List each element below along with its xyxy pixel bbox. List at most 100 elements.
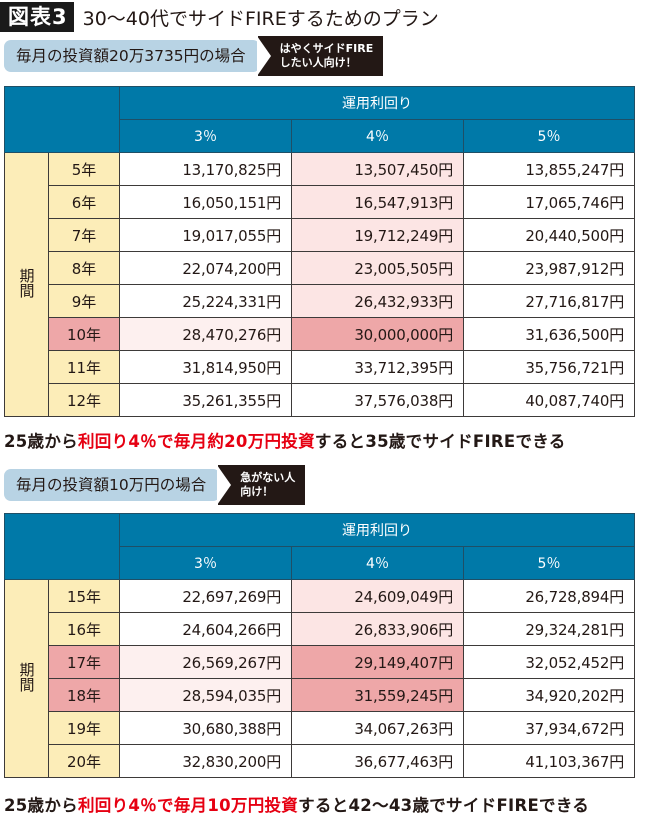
caption-text: すると35歳でサイドFIREできる [314,432,566,451]
year-cell: 19年 [48,711,120,745]
value-cell: 34,920,202円 [462,678,636,712]
value-cell: 26,833,906円 [291,612,464,646]
year-cell-highlighted: 10年 [48,317,120,351]
column-header-4pct: 4％ [291,119,464,153]
value-cell: 26,728,894円 [462,579,636,613]
section-1-caption: 25歳から利回り4％で毎月約20万円投資すると35歳でサイドFIREできる [4,428,566,452]
value-cell: 22,697,269円 [119,579,292,613]
header-corner [4,86,120,153]
plan-table-1: 運用利回り 3％ 4％ 5％ 期間 5年 13,170,825円 13,507,… [4,86,636,417]
section-2-caption: 25歳から利回り4％で毎月10万円投資すると42〜43歳でサイドFIREできる [4,792,589,816]
value-cell-highlighted: 31,559,245円 [291,678,464,712]
value-cell: 33,712,395円 [291,350,464,384]
table-row-highlighted: 17年 26,569,267円 29,149,407円 32,052,452円 [5,645,636,679]
value-cell: 24,604,266円 [119,612,292,646]
value-cell: 32,052,452円 [462,645,636,679]
tag-line: 急がない人 [240,471,296,484]
table-row-highlighted: 18年 28,594,035円 31,559,245円 34,920,202円 [5,678,636,712]
value-cell: 19,712,249円 [291,218,464,252]
year-cell-highlighted: 17年 [48,645,120,679]
value-cell: 13,855,247円 [462,152,636,186]
header-corner [4,513,120,580]
column-header-5pct: 5％ [462,119,636,153]
table-row: 9年 25,224,331円 26,432,933円 27,716,817円 [5,284,636,318]
table-row: 期間 5年 13,170,825円 13,507,450円 13,855,247… [4,152,636,417]
value-cell: 19,017,055円 [119,218,292,252]
year-cell: 20年 [48,744,120,778]
tag-line: 向け！ [240,485,274,498]
tag-line: はやくサイドFIRE [279,42,374,55]
table-row: 6年 16,050,151円 16,547,913円 17,065,746円 [5,185,636,219]
year-cell: 9年 [48,284,120,318]
section-1-label: 毎月の投資額20万3735円の場合 はやくサイドFIRE したい人向け！ [4,36,384,76]
value-cell: 40,087,740円 [462,383,636,417]
year-cell-highlighted: 18年 [48,678,120,712]
table-row: 20年 32,830,200円 36,677,463円 41,103,367円 [5,744,636,778]
figure-title-row: 図表3 30〜40代でサイドFIREするためのプラン [0,2,439,32]
value-cell: 24,609,049円 [291,579,464,613]
value-cell: 17,065,746円 [462,185,636,219]
caption-highlight: 利回り4％で毎月10万円投資 [77,796,299,815]
value-cell: 31,814,950円 [119,350,292,384]
figure-title: 30〜40代でサイドFIREするためのプラン [82,7,439,30]
caption-text: すると42〜43歳でサイドFIREできる [298,796,590,815]
year-cell: 15年 [48,579,120,613]
plan-table-2: 運用利回り 3％ 4％ 5％ 期間 15年 22,697,269円 24,609… [4,513,636,778]
column-header-3pct: 3％ [119,119,292,153]
period-label: 期間 [4,579,49,778]
section-1-tag: はやくサイドFIRE したい人向け！ [256,36,384,76]
value-cell: 37,576,038円 [291,383,464,417]
value-cell: 20,440,500円 [462,218,636,252]
caption-highlight: 利回り4％で毎月約20万円投資 [77,432,315,451]
table-row: 8年 22,074,200円 23,005,505円 23,987,912円 [5,251,636,285]
year-cell: 6年 [48,185,120,219]
table-row: 11年 31,814,950円 33,712,395円 35,756,721円 [5,350,636,384]
column-header-5pct: 5％ [462,546,636,580]
period-text: 期間 [17,661,36,692]
value-cell: 23,005,505円 [291,251,464,285]
value-cell: 26,432,933円 [291,284,464,318]
year-cell: 5年 [48,152,120,186]
value-cell: 29,324,281円 [462,612,636,646]
value-cell: 16,050,151円 [119,185,292,219]
section-2-label: 毎月の投資額10万円の場合 急がない人 向け！ [4,465,306,505]
section-1-condition: 毎月の投資額20万3735円の場合 [4,40,260,72]
table-row: 12年 35,261,355円 37,576,038円 40,087,740円 [5,383,636,417]
value-cell: 13,507,450円 [291,152,464,186]
group-header: 運用利回り [118,513,636,547]
column-header-3pct: 3％ [119,546,292,580]
caption-text: 25歳から [4,796,78,815]
value-cell: 32,830,200円 [119,744,292,778]
tag-line: したい人向け！ [279,56,357,69]
table-row: 期間 15年 22,697,269円 24,609,049円 26,728,89… [4,579,636,778]
section-2-condition: 毎月の投資額10万円の場合 [4,469,221,501]
value-cell: 28,594,035円 [119,678,292,712]
year-cell: 7年 [48,218,120,252]
table-row: 7年 19,017,055円 19,712,249円 20,440,500円 [5,218,636,252]
value-cell-highlighted: 29,149,407円 [291,645,464,679]
table-row: 16年 24,604,266円 26,833,906円 29,324,281円 [5,612,636,646]
year-cell: 12年 [48,383,120,417]
value-cell: 37,934,672円 [462,711,636,745]
table-row: 19年 30,680,388円 34,067,263円 37,934,672円 [5,711,636,745]
value-cell: 30,680,388円 [119,711,292,745]
year-cell: 16年 [48,612,120,646]
value-cell: 23,987,912円 [462,251,636,285]
year-cell: 8年 [48,251,120,285]
value-cell: 13,170,825円 [119,152,292,186]
table-row-highlighted: 10年 28,470,276円 30,000,000円 31,636,500円 [5,317,636,351]
group-header: 運用利回り [118,86,636,120]
value-cell: 35,756,721円 [462,350,636,384]
value-cell: 27,716,817円 [462,284,636,318]
value-cell: 36,677,463円 [291,744,464,778]
value-cell-highlighted: 30,000,000円 [291,317,464,351]
figure-label: 図表3 [0,2,74,32]
period-text: 期間 [17,267,36,298]
year-cell: 11年 [48,350,120,384]
value-cell: 25,224,331円 [119,284,292,318]
value-cell: 28,470,276円 [119,317,292,351]
value-cell: 31,636,500円 [462,317,636,351]
value-cell: 34,067,263円 [291,711,464,745]
value-cell: 26,569,267円 [119,645,292,679]
column-header-4pct: 4％ [291,546,464,580]
